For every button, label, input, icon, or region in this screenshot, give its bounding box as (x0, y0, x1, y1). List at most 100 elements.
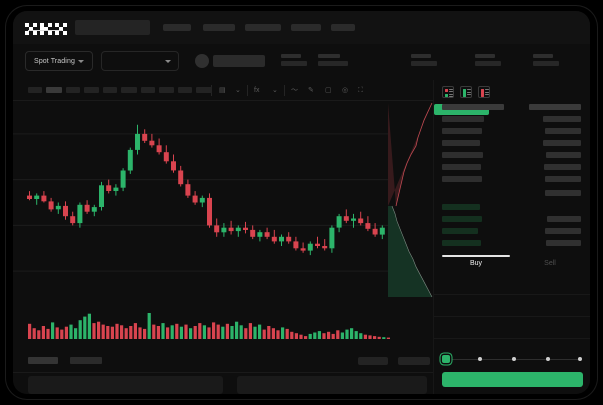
toolbar-divider (284, 85, 285, 96)
orderbook-ask-amount (543, 140, 581, 146)
timeframe-button-5[interactable] (103, 87, 117, 93)
orderbook-rows[interactable] (434, 104, 590, 252)
bottom-action-1[interactable] (358, 357, 388, 365)
okx-logo-icon (25, 23, 67, 35)
timeframe-button-8[interactable] (159, 87, 174, 93)
place-buy-order-button[interactable] (442, 372, 583, 387)
toolbar-divider (247, 85, 248, 96)
chevron-down-icon (165, 60, 171, 63)
orderbook-bid-price[interactable] (442, 240, 481, 246)
amount-percent-slider[interactable] (442, 355, 582, 364)
orderbook-header-amount (529, 104, 581, 110)
avatar (195, 54, 209, 68)
orderbook-bid-amount (547, 216, 581, 222)
nav-item-5[interactable] (331, 24, 355, 31)
trading-pair-selector[interactable] (101, 51, 179, 71)
orderbook-ask-price[interactable] (442, 140, 480, 146)
order-total-field[interactable] (434, 338, 590, 339)
indicator-selector[interactable]: fx (254, 87, 260, 94)
chart-type-selector[interactable]: ▤ (219, 87, 226, 94)
pair-name-placeholder (213, 55, 265, 67)
timeframe-button-3[interactable] (66, 87, 80, 93)
orderbook-ask-amount (545, 128, 581, 134)
settings-gear-icon[interactable]: ◎ (342, 87, 349, 94)
orderbook-display-modes (442, 86, 490, 98)
stat-low-24h (475, 54, 501, 66)
orderbook-ask-price[interactable] (442, 176, 482, 182)
chart-type-chevron-icon[interactable]: ⌄ (235, 87, 241, 94)
camera-icon[interactable]: ▢ (325, 87, 332, 94)
tab-open-orders[interactable] (28, 357, 58, 364)
timeframe-button-4[interactable] (84, 87, 99, 93)
fullscreen-icon[interactable]: ⛶ (358, 87, 363, 94)
slider-handle[interactable] (442, 355, 450, 363)
tab-sell[interactable]: Sell (544, 260, 556, 267)
tab-buy[interactable]: Buy (469, 260, 483, 267)
nav-item-3[interactable] (245, 24, 281, 31)
nav-item-1[interactable] (163, 24, 191, 31)
market-type-selector[interactable]: Spot Trading (25, 51, 93, 71)
depth-chart (388, 101, 433, 301)
candlestick-chart[interactable] (13, 101, 433, 306)
orderbook-ask-price[interactable] (442, 164, 481, 170)
bottom-panel-right[interactable] (237, 376, 427, 394)
depth-chart-svg (388, 102, 433, 298)
bottom-panels (13, 373, 433, 394)
order-amount-field[interactable] (434, 316, 590, 317)
orderbook-ask-price[interactable] (442, 152, 483, 158)
pencil-icon[interactable]: ✎ (308, 87, 314, 94)
order-price-field[interactable] (434, 294, 590, 295)
orderbook-ask-amount (543, 116, 581, 122)
timeframe-button-10[interactable] (196, 87, 212, 93)
orderbook-mode-asks-icon[interactable] (478, 86, 490, 98)
orderbook-last-amount (545, 190, 581, 196)
candlestick-chart-svg (13, 124, 388, 272)
orderbook-bid-price[interactable] (442, 228, 478, 234)
orderbook-ask-price[interactable] (442, 116, 484, 122)
orderbook-bid-price[interactable] (442, 204, 480, 210)
app-screen: Spot Trading (13, 11, 590, 394)
orderbook-panel: Buy Sell (433, 80, 590, 394)
okx-logo[interactable] (25, 22, 67, 35)
slider-mark-50[interactable] (512, 356, 516, 361)
chart-toolbar: ▤ ⌄ fx ⌄ 〜 ✎ ▢ ◎ ⛶ (13, 80, 433, 101)
indicator-chevron-icon[interactable]: ⌄ (272, 87, 278, 94)
buy-tab-underline (442, 255, 510, 257)
slider-mark-100[interactable] (578, 356, 582, 361)
nav-item-2[interactable] (203, 24, 235, 31)
volume-chart-svg (28, 313, 390, 339)
stat-high-24h (411, 54, 437, 66)
timeframe-button-2[interactable] (46, 87, 62, 93)
orderbook-ask-amount (545, 176, 581, 182)
chevron-down-icon (77, 59, 84, 63)
orderbook-header-price (442, 104, 504, 110)
timeframe-button-1[interactable] (28, 87, 42, 93)
orderbook-mode-both-icon[interactable] (442, 86, 454, 98)
timeframe-button-9[interactable] (178, 87, 192, 93)
timeframe-button-6[interactable] (121, 87, 137, 93)
orderbook-ask-amount (544, 164, 581, 170)
timeframe-button-7[interactable] (141, 87, 155, 93)
nav-item-4[interactable] (291, 24, 321, 31)
slider-mark-25[interactable] (478, 356, 482, 361)
search-input[interactable] (75, 20, 150, 35)
orderbook-bid-amount (545, 228, 581, 234)
orderbook-mode-bids-icon[interactable] (460, 86, 472, 98)
market-type-label: Spot Trading (34, 57, 75, 65)
line-chart-icon[interactable]: 〜 (291, 87, 298, 94)
tab-order-history[interactable] (70, 357, 102, 364)
top-navigation-bar (13, 11, 590, 44)
orderbook-bid-price[interactable] (442, 216, 482, 222)
buy-sell-tabs: Buy Sell (434, 256, 590, 280)
stat-volume-24h (533, 54, 559, 66)
orderbook-ask-amount (546, 152, 581, 158)
slider-mark-75[interactable] (546, 356, 550, 361)
orderbook-ask-price[interactable] (442, 128, 482, 134)
volume-chart (13, 307, 433, 349)
bottom-tab-bar (13, 351, 433, 373)
stat-price-change-24h (318, 54, 348, 66)
order-entry-form (434, 280, 590, 364)
bottom-action-2[interactable] (398, 357, 430, 365)
bottom-panel-left[interactable] (28, 376, 223, 394)
